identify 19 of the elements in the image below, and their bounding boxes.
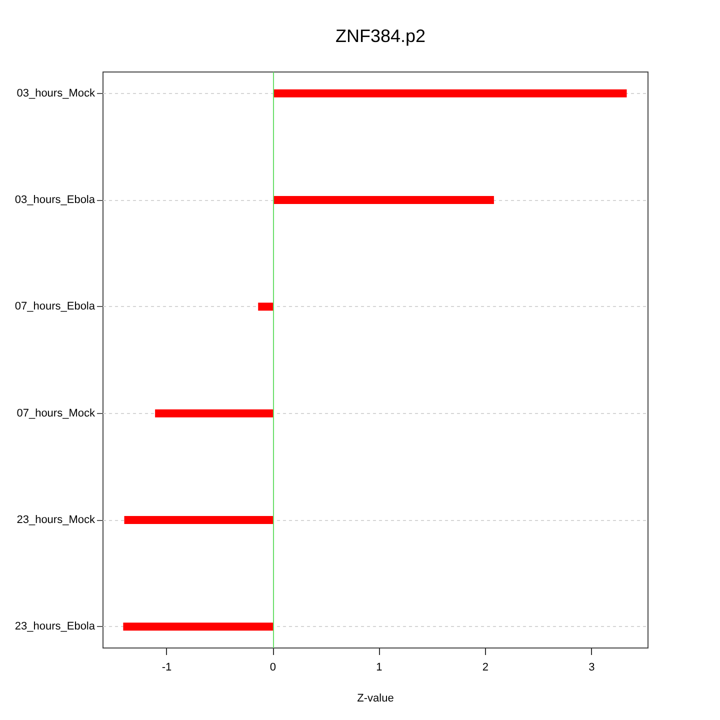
bar [123, 622, 273, 631]
x-tick-label: 3 [588, 662, 595, 674]
bar [272, 196, 494, 204]
y-tick-label: 03_hours_Mock [16, 87, 96, 100]
x-tick-label: 1 [376, 662, 382, 674]
x-tick-label: 2 [482, 662, 489, 674]
bar [124, 516, 273, 524]
y-tick-label: 23_hours_Ebola [14, 620, 96, 633]
x-tick-label: -1 [162, 662, 172, 674]
bar [258, 302, 273, 311]
chart-title: ZNF384.p2 [335, 26, 426, 46]
y-tick-label: 03_hours_Ebola [14, 194, 96, 206]
y-tick-label: 23_hours_Mock [16, 514, 96, 526]
y-tick-label: 07_hours_Mock [16, 407, 96, 420]
x-axis-title: Z-value [357, 692, 394, 704]
bar [155, 409, 273, 418]
x-tick-label: 0 [270, 662, 276, 674]
bar [272, 89, 627, 98]
y-tick-label: 07_hours_Ebola [14, 300, 96, 313]
